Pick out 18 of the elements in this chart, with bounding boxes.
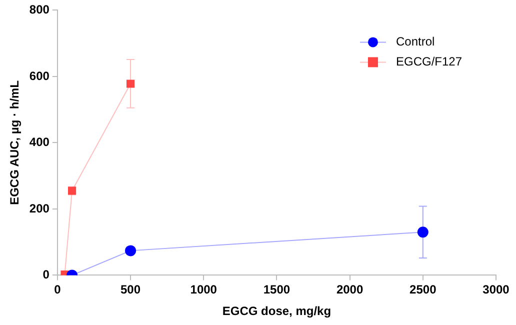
y-tick-label: 600 [29,68,50,83]
x-tick-label: 1000 [190,282,218,297]
y-tick-label: 200 [29,201,50,216]
y-tick-label: 0 [42,268,50,282]
x-tick-label: 1500 [263,282,290,297]
legend-label: Control [396,34,435,49]
legend-label: EGCG/F127 [396,54,462,69]
x-axis-title: EGCG dose, mg/kg [222,304,332,318]
point [126,80,135,88]
x-tick-label: 3000 [482,282,510,297]
y-tick-label: 400 [29,135,50,150]
point [417,226,428,238]
x-tick-label: 2000 [336,282,364,297]
y-tick-label: 800 [29,2,50,17]
x-tick-label: 500 [120,282,141,297]
x-tick-label: 0 [54,282,62,297]
y-axis-title: EGCG AUC, µg · h/mL [8,80,22,205]
x-tick-label: 2500 [410,282,437,297]
